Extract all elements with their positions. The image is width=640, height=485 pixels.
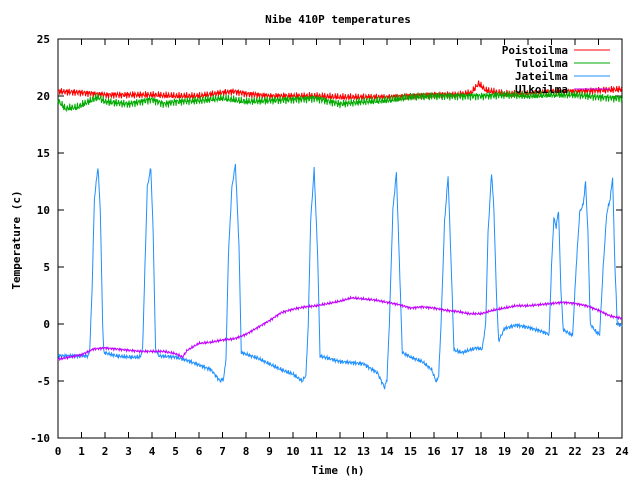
- chart-title: Nibe 410P temperatures: [265, 13, 411, 26]
- x-tick-label: 10: [286, 445, 299, 458]
- x-tick-label: 6: [196, 445, 203, 458]
- x-tick-label: 11: [310, 445, 324, 458]
- x-tick-label: 12: [333, 445, 346, 458]
- x-tick-label: 7: [219, 445, 226, 458]
- x-tick-label: 16: [427, 445, 441, 458]
- x-tick-label: 15: [404, 445, 417, 458]
- x-tick-label: 22: [568, 445, 581, 458]
- legend-label: Ulkoilma: [515, 83, 568, 96]
- legend-label: Poistoilma: [502, 44, 568, 57]
- x-tick-label: 9: [266, 445, 273, 458]
- x-tick-label: 17: [451, 445, 464, 458]
- y-tick-label: 0: [43, 318, 50, 331]
- y-tick-label: 25: [37, 33, 50, 46]
- y-tick-label: 10: [37, 204, 50, 217]
- y-tick-label: 5: [43, 261, 50, 274]
- x-tick-label: 20: [521, 445, 534, 458]
- legend-label: Tuloilma: [515, 57, 568, 70]
- x-axis-label: Time (h): [312, 464, 365, 477]
- x-tick-label: 14: [380, 445, 394, 458]
- x-tick-label: 3: [125, 445, 132, 458]
- y-tick-label: -10: [30, 432, 50, 445]
- y-tick-label: -5: [37, 375, 50, 388]
- x-tick-label: 21: [545, 445, 559, 458]
- x-tick-label: 2: [102, 445, 109, 458]
- x-tick-label: 19: [498, 445, 511, 458]
- x-tick-label: 24: [615, 445, 629, 458]
- x-tick-label: 0: [55, 445, 62, 458]
- x-tick-label: 5: [172, 445, 179, 458]
- series-line-ulkoilma: [57, 295, 623, 362]
- axis-ticks: 0 1 2 3 4 5 6 7 8 9 10 11 12 13 14 15 16 17 18 19 20 21 22 23 24…: [30, 33, 629, 458]
- x-tick-label: 4: [149, 445, 156, 458]
- x-tick-label: 23: [592, 445, 605, 458]
- series-line-tuloilma: [57, 90, 623, 113]
- y-tick-label: 15: [37, 147, 50, 160]
- x-tick-label: 1: [78, 445, 85, 458]
- plot-frame: [57, 38, 623, 439]
- y-axis-label: Temperature (c): [10, 190, 23, 289]
- x-tick-label: 13: [357, 445, 370, 458]
- series-line-jateilma: [57, 163, 623, 390]
- series-layer: [57, 80, 623, 390]
- legend-label: Jateilma: [515, 70, 568, 83]
- y-tick-label: 20: [37, 90, 50, 103]
- x-tick-label: 8: [243, 445, 250, 458]
- x-tick-label: 18: [474, 445, 487, 458]
